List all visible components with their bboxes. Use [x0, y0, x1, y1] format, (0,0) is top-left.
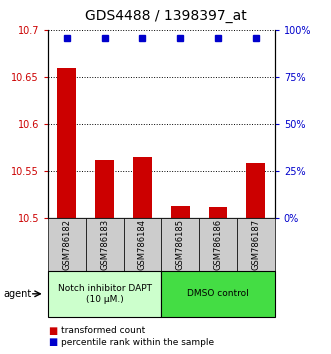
Text: DMSO control: DMSO control — [187, 289, 249, 298]
Bar — [171, 206, 190, 218]
Text: GSM786187: GSM786187 — [251, 219, 260, 270]
Bar — [246, 163, 265, 218]
Text: GSM786185: GSM786185 — [176, 219, 185, 270]
Text: GSM786186: GSM786186 — [213, 219, 222, 270]
Text: (10 μM.): (10 μM.) — [86, 295, 123, 304]
Text: ■: ■ — [48, 337, 57, 347]
Text: GSM786183: GSM786183 — [100, 219, 109, 270]
Text: ■: ■ — [48, 326, 57, 336]
Bar — [133, 157, 152, 218]
Bar — [95, 160, 114, 218]
Text: GSM786182: GSM786182 — [62, 219, 71, 270]
Bar — [58, 68, 76, 218]
Text: percentile rank within the sample: percentile rank within the sample — [61, 338, 214, 347]
Bar — [209, 207, 227, 218]
Text: GSM786184: GSM786184 — [138, 219, 147, 270]
Text: GDS4488 / 1398397_at: GDS4488 / 1398397_at — [85, 9, 246, 23]
Text: Notch inhibitor DAPT: Notch inhibitor DAPT — [58, 284, 152, 293]
Text: transformed count: transformed count — [61, 326, 146, 336]
Text: agent: agent — [3, 289, 31, 299]
